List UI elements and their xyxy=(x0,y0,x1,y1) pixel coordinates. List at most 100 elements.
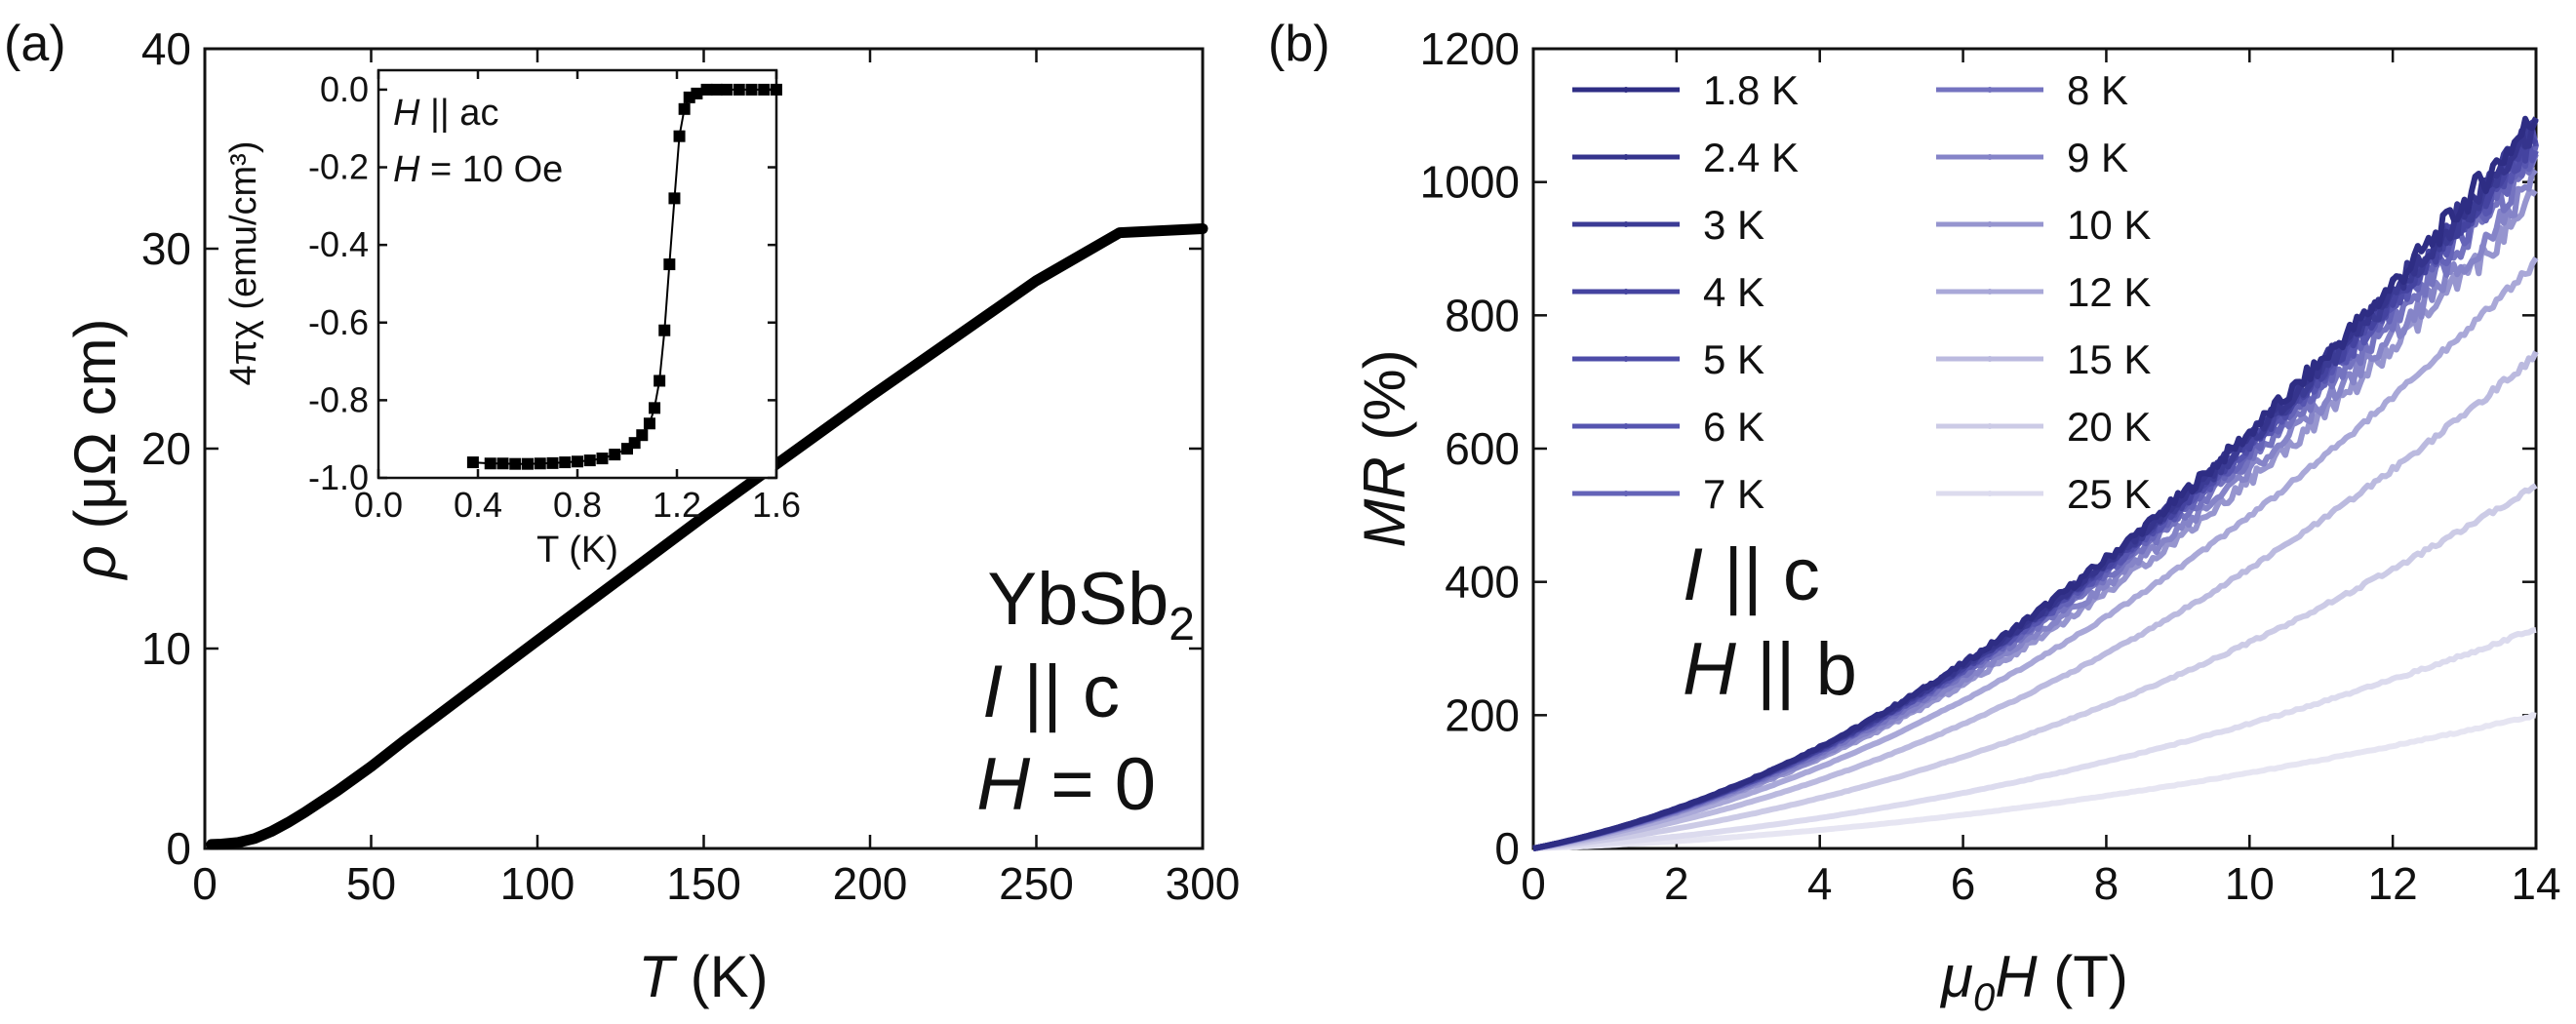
x-tick-label: 2 xyxy=(1664,858,1689,909)
mr-curve-1.8k xyxy=(1532,115,2539,851)
legend-label: 8 K xyxy=(2067,67,2128,113)
legend-marker xyxy=(1623,356,1629,362)
chi-point xyxy=(745,83,758,96)
legend-label: 15 K xyxy=(2067,336,2151,382)
legend-item: 9 K xyxy=(1936,135,2128,180)
x-tick-label: 250 xyxy=(999,858,1074,909)
chi-point xyxy=(678,102,691,115)
chi-point xyxy=(546,456,559,469)
chi-point xyxy=(534,457,546,470)
mr-curve-12k xyxy=(1532,256,2539,851)
legend-item: 3 K xyxy=(1572,202,1764,248)
x-tick-label: 0 xyxy=(1521,858,1546,909)
legend-marker xyxy=(1623,87,1629,93)
x-tick-label: 50 xyxy=(346,858,396,909)
chi-point xyxy=(559,456,572,469)
chi-point xyxy=(609,449,621,461)
mr-curve-extra xyxy=(1532,712,2537,851)
y-tick-label: 1000 xyxy=(1420,157,1520,208)
panel-b-x-label: μ0H (T) xyxy=(1939,944,2128,1019)
chi-point xyxy=(654,374,666,387)
inset-y-label: 4πχ (emu/cm³) xyxy=(223,141,264,386)
inset-y-ticks: 0.0 -0.2 -0.4 -0.6 -0.8 -1.0 xyxy=(308,69,776,497)
legend-marker xyxy=(1623,154,1629,160)
legend-item: 4 K xyxy=(1572,269,1764,315)
legend-item: 1.8 K xyxy=(1572,67,1799,113)
y-tick-label: -0.6 xyxy=(308,302,369,342)
legend-label: 6 K xyxy=(1703,404,1764,450)
x-tick-label: 1.2 xyxy=(653,485,701,525)
panel-a-x-label: T (K) xyxy=(638,944,768,1009)
mr-curve-8k xyxy=(1532,152,2539,851)
x-tick-label: 0 xyxy=(192,858,218,909)
legend-label: 1.8 K xyxy=(1703,67,1799,113)
y-tick-label: -0.8 xyxy=(308,379,369,419)
mr-curve-4k xyxy=(1532,129,2538,851)
chi-point xyxy=(596,453,609,465)
chi-point xyxy=(758,83,771,96)
chi-point xyxy=(509,457,522,470)
chi-point xyxy=(710,83,723,96)
panel-a-y-ticks: 0 10 20 30 40 xyxy=(141,23,1203,874)
panel-a-x-ticks: 0 50 100 150 200 250 300 xyxy=(192,49,1240,909)
legend-label: 7 K xyxy=(1703,471,1764,517)
legend-item: 20 K xyxy=(1936,404,2151,450)
legend-marker xyxy=(1987,423,1993,429)
legend-marker xyxy=(1987,154,1993,160)
legend-item: 5 K xyxy=(1572,336,1764,382)
panel-b-field-rest: || b xyxy=(1736,628,1857,711)
panel-a-plot xyxy=(206,223,1209,850)
x-tick-label: 8 xyxy=(2094,858,2120,909)
legend-label: 2.4 K xyxy=(1703,135,1799,180)
panel-a-field-italic: H xyxy=(976,743,1030,826)
x-tick-label: 14 xyxy=(2511,858,2560,909)
chi-point xyxy=(643,417,655,430)
chi-point xyxy=(668,192,681,205)
legend-item: 12 K xyxy=(1936,269,2151,315)
panel-b-y-label-rest: (%) xyxy=(1352,349,1417,456)
mr-curve-5k xyxy=(1532,127,2539,851)
panel-a-field-rest: = 0 xyxy=(1030,743,1156,826)
compound-sub: 2 xyxy=(1169,599,1195,650)
chi-point xyxy=(673,130,686,142)
y-tick-label: -1.0 xyxy=(308,457,369,497)
compound-label: YbSb2 xyxy=(987,558,1195,650)
panel-a-field-label: H = 0 xyxy=(976,743,1156,826)
panel-b-x-ticks: 0 2 4 6 8 10 12 14 xyxy=(1521,49,2561,909)
inset-label-1: H || ac xyxy=(393,93,498,134)
legend-label: 10 K xyxy=(2067,202,2151,248)
y-tick-label: -0.4 xyxy=(308,224,369,264)
x-tick-label: 0.4 xyxy=(454,485,502,525)
chi-point xyxy=(496,457,509,470)
y-tick-label: 0.0 xyxy=(320,69,369,109)
inset-label-1-rest: || ac xyxy=(419,93,498,134)
legend-marker xyxy=(1623,423,1629,429)
mr-curve-7k xyxy=(1532,143,2539,851)
x-tick-label: 300 xyxy=(1166,858,1241,909)
chi-point xyxy=(522,457,534,470)
chi-point xyxy=(572,455,583,468)
legend-label: 4 K xyxy=(1703,269,1764,315)
mr-curve-2.4k xyxy=(1532,116,2539,851)
y-tick-label: 1200 xyxy=(1420,23,1520,74)
legend-label: 5 K xyxy=(1703,336,1764,382)
x-tick-label: 100 xyxy=(500,858,575,909)
inset-label-2-italic: H xyxy=(393,149,420,190)
y-tick-label: 0 xyxy=(166,823,191,874)
chi-point xyxy=(771,83,782,96)
panel-a-y-label-rest: (μΩ cm) xyxy=(62,318,128,545)
legend-marker xyxy=(1623,289,1629,295)
chi-point xyxy=(466,456,479,469)
y-tick-label: 400 xyxy=(1445,557,1520,608)
y-tick-label: -0.2 xyxy=(308,147,369,187)
panel-b-x-label-rest: (T) xyxy=(2038,944,2128,1009)
panel-b-x-label-italic: H xyxy=(1995,944,2038,1009)
chi-point xyxy=(649,402,661,414)
y-tick-label: 600 xyxy=(1445,423,1520,474)
x-tick-label: 150 xyxy=(666,858,741,909)
inset-x-ticks: 0.0 0.4 0.8 1.2 1.6 xyxy=(354,70,801,525)
panel-b-current-label: I || c xyxy=(1683,533,1820,616)
chi-point xyxy=(658,324,671,336)
panel-a-label: (a) xyxy=(4,16,66,72)
inset: 0.0 0.4 0.8 1.2 1.6 0.0-0.2-0.4-0.6-0.8-1.0 … xyxy=(223,68,801,571)
